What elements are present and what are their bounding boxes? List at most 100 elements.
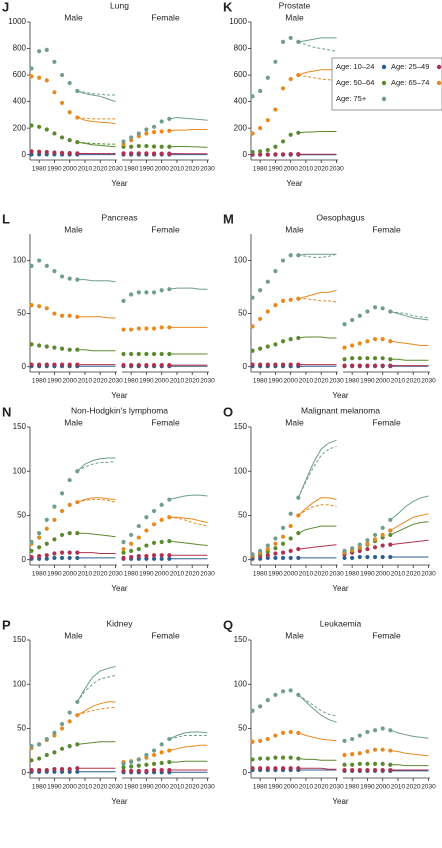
observed-point: [121, 363, 126, 368]
projection-line: [298, 289, 337, 300]
observed-point: [129, 768, 134, 774]
observed-point: [144, 762, 149, 767]
observed-point: [67, 767, 72, 772]
observed-point: [37, 149, 42, 154]
observed-point: [151, 553, 157, 558]
observed-point: [52, 767, 57, 772]
y-tick-label: 100: [234, 466, 248, 475]
x-tick-label: 2000: [283, 166, 298, 173]
observed-point: [67, 531, 72, 536]
observed-point: [151, 144, 157, 149]
panel-title: Oesophagus: [316, 212, 364, 222]
observed-point: [129, 135, 134, 140]
x-tick-label: 1990: [139, 166, 154, 173]
x-tick-label: 2010: [299, 784, 314, 791]
x-tick-label: 1980: [253, 378, 268, 385]
observed-point: [67, 719, 72, 724]
observed-point: [372, 305, 378, 310]
observed-point: [67, 347, 72, 352]
observed-point: [288, 729, 293, 735]
x-tick-label: 1990: [360, 571, 375, 578]
x-axis-label: Year: [111, 797, 128, 806]
observed-point: [350, 546, 355, 551]
observed-point: [129, 363, 134, 368]
subplot-label: Male: [285, 12, 304, 22]
panel-title: Leukaemia: [320, 618, 362, 628]
subplot-label: Female: [372, 417, 401, 427]
x-axis-label: Year: [332, 584, 349, 593]
y-tick-label: 600: [234, 70, 248, 79]
x-tick-label: 2010: [78, 571, 93, 578]
observed-point: [29, 362, 34, 367]
observed-point: [44, 556, 49, 561]
x-tick-label: 1990: [47, 784, 62, 791]
x-tick-label: 2030: [329, 378, 344, 385]
projection-line-alt: [169, 516, 208, 527]
observed-point: [59, 491, 65, 496]
x-tick-label: 1990: [139, 784, 154, 791]
projection-line: [297, 439, 337, 498]
y-tick-label: 0: [22, 768, 27, 777]
observed-point: [59, 135, 65, 140]
observed-point: [37, 304, 42, 309]
observed-point: [37, 756, 42, 761]
projection-line: [297, 694, 337, 723]
projection-line-alt: [298, 504, 337, 516]
observed-point: [296, 692, 301, 697]
legend-label: Age: 75+: [336, 94, 367, 103]
x-tick-label: 1980: [124, 784, 139, 791]
observed-point: [52, 551, 57, 556]
observed-point: [59, 150, 65, 155]
observed-point: [67, 550, 72, 555]
observed-point: [75, 550, 80, 555]
observed-point: [67, 555, 72, 561]
x-tick-label: 1980: [253, 166, 268, 173]
observed-point: [342, 548, 347, 553]
observed-point: [250, 757, 255, 762]
projection-line: [77, 497, 116, 503]
projection-line: [169, 287, 208, 290]
observed-point: [151, 522, 157, 527]
x-axis-label: Year: [332, 797, 349, 806]
observed-point: [44, 149, 49, 155]
observed-point: [280, 258, 286, 263]
observed-point: [144, 351, 149, 357]
observed-point: [167, 736, 172, 742]
observed-point: [365, 363, 370, 368]
observed-point: [280, 534, 286, 539]
legend-label: Age: 10–24: [336, 62, 374, 71]
x-tick-label: 2030: [329, 784, 344, 791]
observed-point: [37, 742, 42, 747]
observed-point: [342, 322, 347, 327]
observed-point: [75, 500, 80, 505]
y-tick-label: 0: [243, 555, 248, 564]
observed-point: [75, 277, 80, 282]
panel-letter: Q: [223, 617, 233, 632]
observed-point: [273, 342, 278, 347]
observed-point: [167, 363, 172, 368]
observed-point: [59, 721, 65, 727]
subplot-label: Male: [64, 224, 83, 234]
observed-point: [273, 755, 278, 760]
observed-point: [288, 297, 293, 302]
projection-line: [298, 525, 337, 534]
observed-point: [388, 517, 393, 522]
observed-point: [151, 540, 157, 545]
observed-point: [75, 314, 80, 319]
observed-point: [136, 290, 141, 295]
observed-point: [29, 548, 34, 553]
observed-point: [250, 348, 255, 353]
panel-title: Lung: [110, 0, 129, 10]
observed-point: [265, 766, 270, 771]
observed-point: [59, 508, 65, 514]
observed-point: [136, 546, 141, 552]
observed-point: [388, 532, 393, 538]
observed-point: [357, 767, 362, 773]
observed-point: [273, 362, 278, 367]
observed-point: [296, 730, 301, 735]
projection-line-alt: [297, 446, 337, 499]
projection-line: [77, 90, 116, 103]
observed-point: [372, 761, 378, 766]
observed-point: [357, 542, 362, 547]
observed-point: [296, 296, 301, 301]
